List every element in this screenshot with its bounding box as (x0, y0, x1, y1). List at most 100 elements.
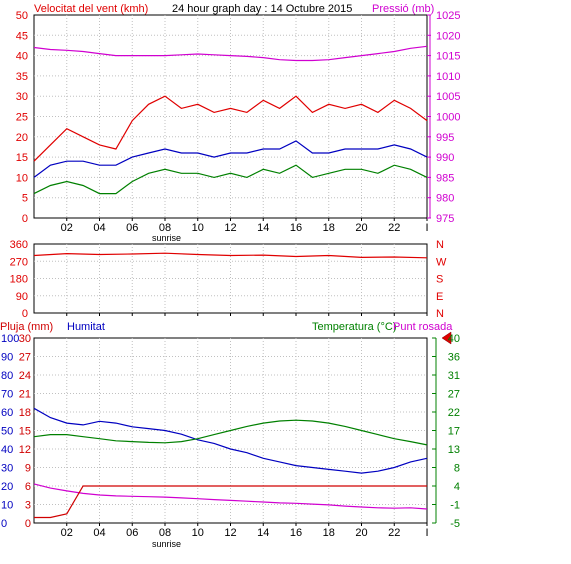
x-tick-label: 08 (159, 222, 171, 234)
wind-y-tick-label: 50 (16, 10, 28, 22)
rain-y-tick-label: 27 (19, 352, 31, 364)
rain-y-tick-label: 18 (19, 407, 31, 419)
x-tick-label: 06 (126, 527, 138, 539)
x-tick-label: 20 (355, 527, 367, 539)
rain-y-tick-label: 6 (25, 481, 31, 493)
humidity-y-tick-label: 20 (1, 481, 13, 493)
wind_avg-line (33, 140, 428, 178)
direction-line (33, 252, 428, 259)
x-tick-label: 10 (192, 527, 204, 539)
pressure-y-tick-label: 1015 (436, 51, 460, 63)
humidity-y-tick-label: 60 (1, 407, 13, 419)
rain-y-tick-label: 9 (25, 463, 31, 475)
pressure-y-tick-label: 1010 (436, 71, 460, 83)
direction-y-tick-label: 270 (10, 256, 28, 268)
temperature-y-tick-label: 22 (448, 407, 460, 419)
dewpoint-line (33, 483, 428, 510)
compass-label: N (436, 239, 444, 251)
temperature-y-tick-label: 17 (448, 426, 460, 438)
wind-y-tick-label: 0 (22, 213, 28, 225)
x-tick-label: 16 (290, 527, 302, 539)
temperature-y-tick-label: 31 (448, 370, 460, 382)
dewpoint-axis-title: Punt rosada (393, 321, 453, 333)
humidity-y-tick-label: 80 (1, 370, 13, 382)
humidity-y-tick-label: 10 (1, 500, 13, 512)
rain-y-tick-label: 21 (19, 389, 31, 401)
wind-y-tick-label: 40 (16, 51, 28, 63)
humidity-y-tick-label: 90 (1, 352, 13, 364)
wind-y-tick-label: 5 (22, 193, 28, 205)
compass-label: N (436, 308, 444, 320)
x-tick-label: 14 (257, 222, 269, 234)
temperature-y-tick-label: 36 (448, 352, 460, 364)
direction-y-tick-label: 90 (16, 291, 28, 303)
x-tick-label: 18 (323, 222, 335, 234)
pressure-y-tick-label: 985 (436, 172, 454, 184)
humidity-y-tick-label: 70 (1, 389, 13, 401)
temperature-line (33, 419, 428, 446)
direction-y-tick-label: 360 (10, 239, 28, 251)
rain-line (34, 485, 427, 519)
rain-y-tick-label: 12 (19, 444, 31, 456)
temperature-y-tick-label: -5 (450, 518, 460, 530)
x-tick-label: 06 (126, 222, 138, 234)
x-tick-label: 12 (224, 222, 236, 234)
rain-axis-title: Pluja (mm) (0, 321, 53, 333)
direction-y-tick-label: 0 (22, 308, 28, 320)
rain-y-tick-label: 24 (19, 370, 31, 382)
pressure-y-tick-label: 995 (436, 132, 454, 144)
pressure-y-tick-label: 1005 (436, 91, 460, 103)
wind-y-tick-label: 25 (16, 112, 28, 124)
x-tick-label: 04 (93, 527, 105, 539)
rain-y-tick-label: 15 (19, 426, 31, 438)
pressure-y-tick-label: 990 (436, 152, 454, 164)
chart-title: 24 hour graph day : 14 Octubre 2015 (172, 3, 352, 15)
wind-y-tick-label: 30 (16, 91, 28, 103)
humidity-y-tick-label: 100 (1, 333, 19, 345)
wind-y-tick-label: 20 (16, 132, 28, 144)
humidity-axis-title: Humitat (67, 321, 105, 333)
wind_min-line (33, 164, 428, 195)
wind-axis-title: Velocitat del vent (kmh) (34, 3, 148, 15)
x-tick-label: I (425, 527, 428, 539)
temperature-y-tick-label: 8 (454, 463, 460, 475)
sunrise-label-bottom: sunrise (152, 539, 181, 549)
rain-y-tick-label: 0 (25, 518, 31, 530)
humidity-y-tick-label: 30 (1, 463, 13, 475)
temperature-y-tick-label: 4 (454, 481, 460, 493)
x-tick-label: 14 (257, 527, 269, 539)
direction-y-tick-label: 180 (10, 274, 28, 286)
humidity-line (33, 407, 428, 474)
sunrise-label-top: sunrise (152, 233, 181, 243)
humidity-y-tick-label: 0 (1, 518, 7, 530)
wind-y-tick-label: 15 (16, 152, 28, 164)
compass-label: E (436, 291, 443, 303)
wind_max-line (33, 95, 428, 162)
pressure-y-tick-label: 1000 (436, 112, 460, 124)
x-tick-label: 22 (388, 527, 400, 539)
pressure-y-tick-label: 1020 (436, 30, 460, 42)
x-tick-label: 12 (224, 527, 236, 539)
temperature-y-tick-label: 13 (448, 444, 460, 456)
humidity-y-tick-label: 40 (1, 444, 13, 456)
rain-y-tick-label: 30 (19, 333, 31, 345)
pressure-y-tick-label: 1025 (436, 10, 460, 22)
x-tick-label: 20 (355, 222, 367, 234)
wind-y-tick-label: 45 (16, 30, 28, 42)
x-tick-label: I (425, 222, 428, 234)
compass-label: W (436, 256, 447, 268)
x-tick-label: 22 (388, 222, 400, 234)
x-tick-label: 02 (61, 222, 73, 234)
pressure-y-tick-label: 980 (436, 193, 454, 205)
rain-y-tick-label: 3 (25, 500, 31, 512)
wind-y-tick-label: 10 (16, 172, 28, 184)
temperature-y-tick-label: 27 (448, 389, 460, 401)
x-tick-label: 02 (61, 527, 73, 539)
wind-y-tick-label: 35 (16, 71, 28, 83)
compass-label: S (436, 274, 443, 286)
x-tick-label: 10 (192, 222, 204, 234)
humidity-y-tick-label: 50 (1, 426, 13, 438)
x-tick-label: 04 (93, 222, 105, 234)
